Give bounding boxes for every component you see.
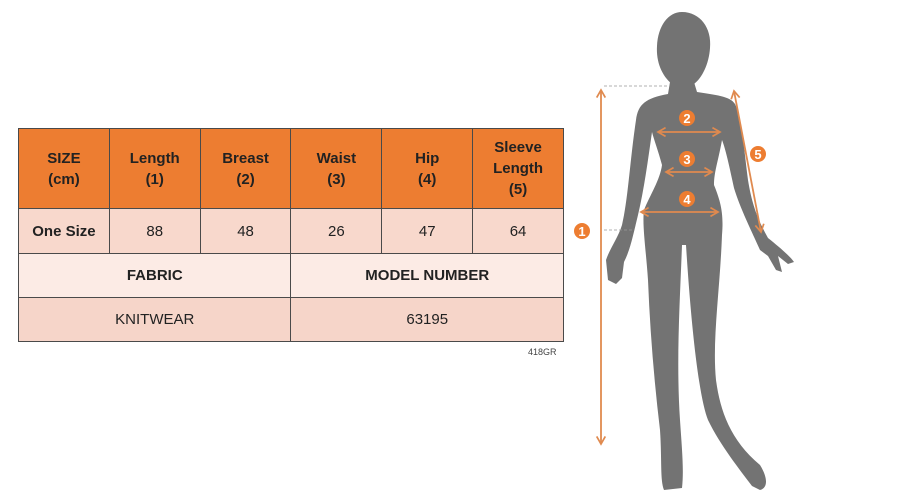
body: [606, 82, 794, 490]
header-hip: Hip (4): [381, 128, 474, 209]
silhouette: [606, 12, 794, 490]
sleeve-length-cell: 64: [472, 208, 564, 254]
measurement-lines: [595, 88, 765, 446]
marker-1: 1: [574, 223, 590, 239]
svg-text:4: 4: [683, 192, 691, 207]
guide-lines: [604, 85, 668, 231]
svg-text:1: 1: [578, 224, 585, 239]
waist-cell: 26: [290, 208, 383, 254]
sleeve-arrow: [730, 89, 765, 234]
fabric-value: KNITWEAR: [17, 297, 292, 342]
header-size: SIZE (cm): [18, 128, 110, 209]
length-cell: 88: [108, 208, 201, 254]
marker-3: 3: [679, 151, 695, 167]
fabric-value-row: KNITWEAR 63195: [17, 297, 564, 342]
header-breast: Breast (2): [199, 128, 292, 209]
head: [656, 12, 711, 84]
size-cell: One Size: [18, 208, 110, 254]
product-code: 418GR: [528, 347, 557, 357]
markers: 1 2 3 4 5: [574, 110, 766, 239]
size-table: SIZE (cm) Length (1) Breast (2) Waist (3…: [17, 128, 564, 342]
header-length: Length (1): [108, 128, 201, 209]
header-waist: Waist (3): [290, 128, 383, 209]
header-sleeve-length: Sleeve Length (5): [472, 128, 564, 209]
hip-cell: 47: [381, 208, 474, 254]
model-number-value: 63195: [290, 297, 564, 342]
marker-2: 2: [679, 110, 695, 126]
marker-4: 4: [679, 191, 695, 207]
marker-5: 5: [750, 146, 766, 162]
svg-text:5: 5: [754, 147, 761, 162]
table-row: One Size 88 48 26 47 64: [18, 208, 564, 254]
svg-text:3: 3: [683, 152, 690, 167]
svg-text:2: 2: [683, 111, 690, 126]
header-row: SIZE (cm) Length (1) Breast (2) Waist (3…: [18, 128, 564, 209]
